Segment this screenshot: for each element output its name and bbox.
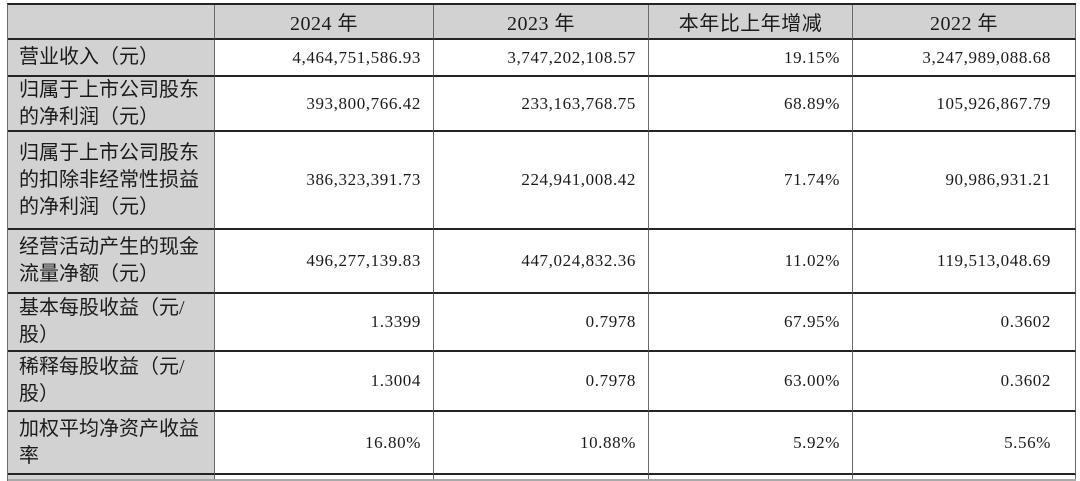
corner-header-cell <box>8 5 215 40</box>
value-cell: 1.3399 <box>215 294 434 352</box>
value-cell: 0.3602 <box>853 294 1076 352</box>
table-row: 营业收入（元） 4,464,751,586.93 3,747,202,108.57 1… <box>8 40 1076 77</box>
value-cell: 19.15% <box>649 40 853 77</box>
row-label-cell: 营业收入（元） <box>8 40 215 77</box>
column-header: 2022 年 <box>853 5 1076 40</box>
value-cell: 224,941,008.42 <box>434 132 649 230</box>
value-cell <box>853 475 1076 481</box>
row-label-cell: 归属于上市公司股东的净利润（元） <box>8 77 215 132</box>
partial-next-row <box>8 475 1076 481</box>
column-header: 本年比上年增减 <box>649 5 853 40</box>
value-cell: 90,986,931.21 <box>853 132 1076 230</box>
row-label-text: 稀释每股收益（元/股） <box>19 356 185 405</box>
value-cell: 5.56% <box>853 412 1076 475</box>
column-header: 2023 年 <box>434 5 649 40</box>
table-row: 加权平均净资产收益率 16.80% 10.88% 5.92% 5.56% <box>8 412 1076 475</box>
table-row: 归属于上市公司股东的净利润（元） 393,800,766.42 233,163,76… <box>8 77 1076 132</box>
row-label-cell: 稀释每股收益（元/股） <box>8 352 215 412</box>
value-cell: 5.92% <box>649 412 853 475</box>
value-cell: 0.3602 <box>853 352 1076 412</box>
value-cell: 105,926,867.79 <box>853 77 1076 132</box>
row-label-text: 经营活动产生的现金流量净额（元） <box>19 236 199 285</box>
table-row: 稀释每股收益（元/股） 1.3004 0.7978 63.00% 0.3602 <box>8 352 1076 412</box>
value-cell: 63.00% <box>649 352 853 412</box>
value-cell <box>649 475 853 481</box>
value-cell <box>215 475 434 481</box>
value-cell: 71.74% <box>649 132 853 230</box>
value-cell: 4,464,751,586.93 <box>215 40 434 77</box>
row-label-cell: 归属于上市公司股东的扣除非经常性损益的净利润（元） <box>8 132 215 230</box>
row-label-text: 营业收入（元） <box>19 46 159 68</box>
financial-indicators-table: 2024 年 2023 年本年比上年增减 2022 年营业收入（元） 4,464,75… <box>7 3 1076 481</box>
value-cell: 0.7978 <box>434 294 649 352</box>
value-cell: 233,163,768.75 <box>434 77 649 132</box>
row-label-text: 归属于上市公司股东的净利润（元） <box>19 78 199 128</box>
row-label-cell: 经营活动产生的现金流量净额（元） <box>8 230 215 294</box>
row-label-cell <box>8 475 215 481</box>
row-label-text: 加权平均净资产收益率 <box>19 417 199 467</box>
value-cell <box>434 475 649 481</box>
value-cell: 67.95% <box>649 294 853 352</box>
value-cell: 1.3004 <box>215 352 434 412</box>
column-header: 2024 年 <box>215 5 434 40</box>
next-row-top-sliver <box>8 479 1076 481</box>
row-label-text: 基本每股收益（元/股） <box>19 297 185 346</box>
value-cell: 68.89% <box>649 77 853 132</box>
row-label-text: 归属于上市公司股东的扣除非经常性损益的净利润（元） <box>19 141 199 218</box>
value-cell: 11.02% <box>649 230 853 294</box>
value-cell: 393,800,766.42 <box>215 77 434 132</box>
value-cell: 496,277,139.83 <box>215 230 434 294</box>
value-cell: 16.80% <box>215 412 434 475</box>
value-cell: 386,323,391.73 <box>215 132 434 230</box>
row-label-cell: 加权平均净资产收益率 <box>8 412 215 475</box>
table-row: 基本每股收益（元/股） 1.3399 0.7978 67.95% 0.3602 <box>8 294 1076 352</box>
value-cell: 3,247,989,088.68 <box>853 40 1076 77</box>
row-label-cell: 基本每股收益（元/股） <box>8 294 215 352</box>
value-cell: 119,513,048.69 <box>853 230 1076 294</box>
table-row: 经营活动产生的现金流量净额（元） 496,277,139.83 447,024,83… <box>8 230 1076 294</box>
value-cell: 0.7978 <box>434 352 649 412</box>
table-row: 归属于上市公司股东的扣除非经常性损益的净利润（元） 386,323,391.73 2… <box>8 132 1076 230</box>
value-cell: 3,747,202,108.57 <box>434 40 649 77</box>
table-header-row: 2024 年 2023 年本年比上年增减 2022 年 <box>8 5 1076 40</box>
value-cell: 447,024,832.36 <box>434 230 649 294</box>
value-cell: 10.88% <box>434 412 649 475</box>
